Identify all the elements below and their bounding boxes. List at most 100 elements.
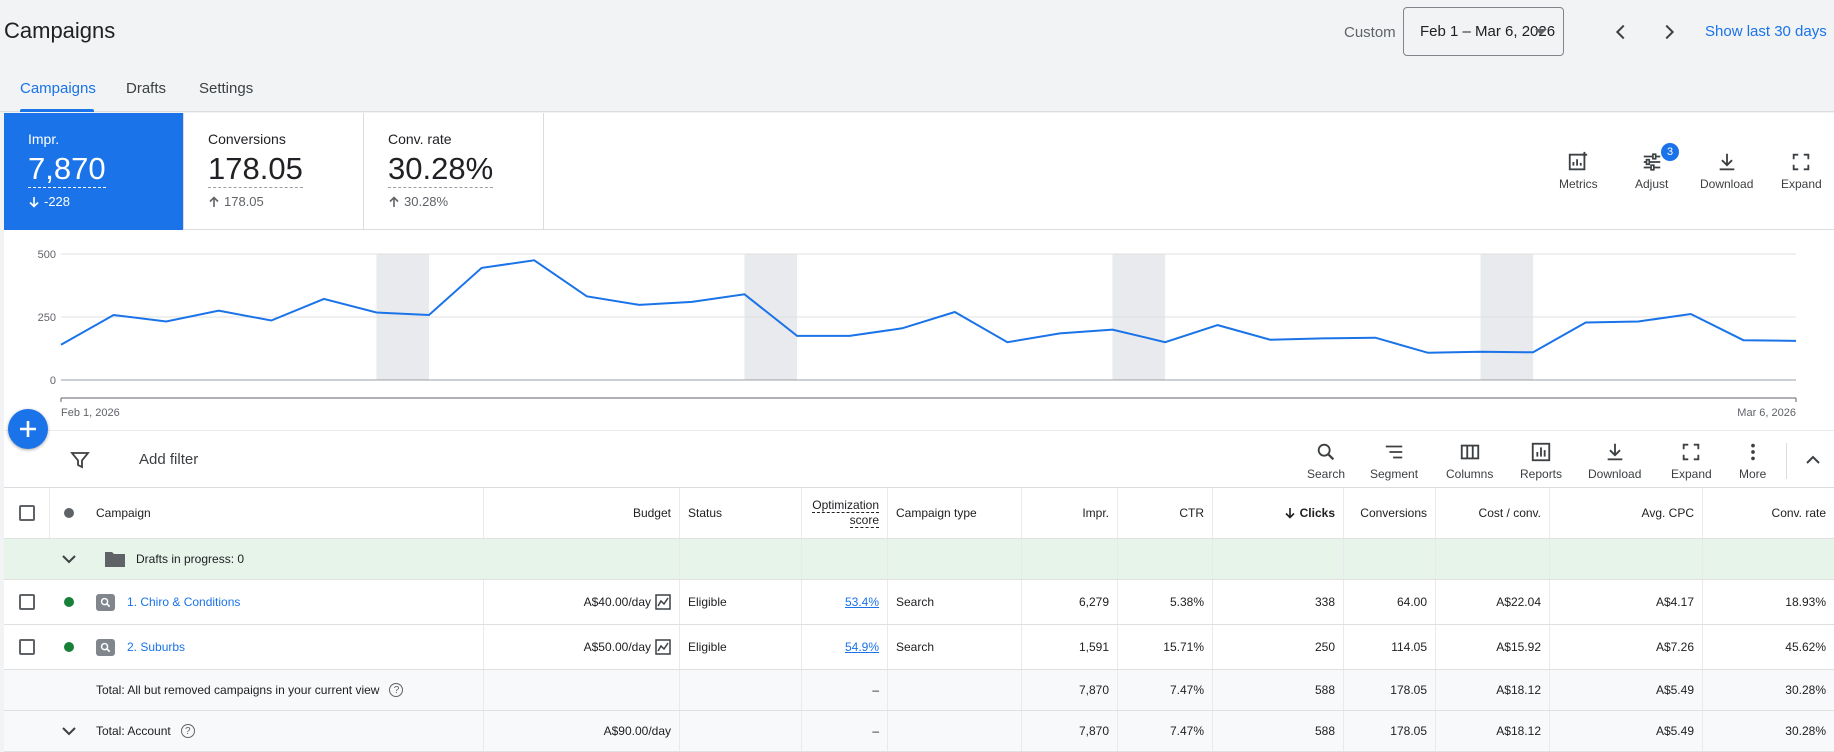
chart-download-button[interactable]: Download (1700, 151, 1753, 191)
reports-button[interactable]: Reports (1520, 441, 1562, 481)
tab-campaigns[interactable]: Campaigns (20, 80, 96, 97)
tool-label: Download (1700, 177, 1754, 191)
budget-chart-icon[interactable] (655, 639, 671, 655)
header-status[interactable]: Status (680, 488, 802, 538)
table-search-button[interactable]: Search (1307, 441, 1345, 481)
dropdown-caret-icon (1535, 29, 1547, 35)
metrics-button[interactable]: Metrics (1559, 151, 1598, 191)
row-checkbox[interactable] (19, 594, 35, 610)
tab-settings[interactable]: Settings (199, 80, 254, 97)
download-icon (1607, 443, 1623, 461)
data-point[interactable] (633, 299, 645, 311)
status-dot-header (50, 488, 88, 538)
segment-button[interactable]: Segment (1370, 441, 1418, 481)
data-point[interactable] (1317, 332, 1329, 344)
collapse-chevron-up-icon[interactable] (1804, 451, 1822, 469)
data-point[interactable] (1790, 335, 1802, 347)
more-button[interactable]: More (1739, 441, 1766, 481)
budget-chart-icon[interactable] (655, 594, 671, 610)
data-point[interactable] (1054, 327, 1066, 339)
next-period-button[interactable] (1655, 18, 1683, 46)
data-point[interactable] (1159, 336, 1171, 348)
data-point[interactable] (686, 296, 698, 308)
data-point[interactable] (1001, 336, 1013, 348)
header-budget[interactable]: Budget (484, 488, 680, 538)
scorecard-conv-rate[interactable]: Conv. rate 30.28% 30.28% (364, 113, 544, 230)
arrow-up-icon (389, 195, 399, 207)
columns-button[interactable]: Columns (1446, 441, 1493, 481)
data-point[interactable] (1475, 346, 1487, 358)
header-campaign-type[interactable]: Campaign type (888, 488, 1022, 538)
data-point[interactable] (318, 293, 330, 305)
data-point[interactable] (528, 254, 540, 266)
optimization-score-link[interactable]: 54.9% (844, 640, 879, 654)
chart-expand-button[interactable]: Expand (1781, 151, 1822, 191)
total-avg-cpc-cell: A$5.49 (1550, 670, 1703, 710)
data-point[interactable] (1422, 347, 1434, 359)
tool-label: Adjust (1635, 177, 1669, 191)
data-point[interactable] (55, 339, 67, 351)
header-avg-cpc[interactable]: Avg. CPC (1550, 488, 1703, 538)
header-cost-per-conv[interactable]: Cost / conv. (1436, 488, 1550, 538)
data-point[interactable] (1685, 308, 1697, 320)
table-download-button[interactable]: Download (1588, 441, 1641, 481)
data-point[interactable] (476, 262, 488, 274)
date-range-select[interactable]: Feb 1 – Mar 6, 2026 (1403, 7, 1564, 56)
chevron-down-icon[interactable] (60, 722, 78, 740)
x-axis-end-label: Mar 6, 2026 (1737, 407, 1796, 419)
tab-drafts[interactable]: Drafts (126, 80, 167, 97)
header-clicks[interactable]: Clicks (1213, 488, 1344, 538)
drafts-row[interactable]: Drafts in progress: 0 (4, 539, 1834, 580)
campaign-name-link[interactable]: 1. Chiro & Conditions (127, 595, 241, 609)
data-point[interactable] (581, 290, 593, 302)
header-conversions[interactable]: Conversions (1344, 488, 1436, 538)
data-point[interactable] (844, 330, 856, 342)
row-checkbox[interactable] (19, 639, 35, 655)
header-optimization-score[interactable]: Optimization score (802, 488, 888, 538)
header-ctr[interactable]: CTR (1118, 488, 1213, 538)
data-point[interactable] (265, 315, 277, 327)
status-enabled-dot[interactable] (64, 642, 74, 652)
header-conv-rate[interactable]: Conv. rate (1771, 506, 1826, 520)
chevron-down-icon[interactable] (60, 550, 78, 568)
data-point[interactable] (1212, 319, 1224, 331)
campaign-name-link[interactable]: 2. Suburbs (127, 640, 186, 654)
data-point[interactable] (738, 288, 750, 300)
adjust-button[interactable]: 3 Adjust (1635, 143, 1679, 191)
data-point[interactable] (1580, 317, 1592, 329)
select-all-cell (4, 488, 50, 538)
data-point[interactable] (423, 309, 435, 321)
scorecard-impressions[interactable]: Impr. 7,870 -228 (4, 113, 184, 230)
data-point[interactable] (213, 305, 225, 317)
impr-cell: 1,591 (1022, 625, 1118, 669)
help-icon[interactable]: ? (389, 683, 404, 697)
data-point[interactable] (1107, 324, 1119, 336)
help-icon[interactable]: ? (180, 724, 195, 738)
filter-icon[interactable] (70, 450, 90, 470)
data-point[interactable] (1369, 332, 1381, 344)
data-point[interactable] (1527, 346, 1539, 358)
previous-period-button[interactable] (1607, 18, 1635, 46)
new-campaign-button[interactable] (8, 409, 48, 449)
data-point[interactable] (949, 306, 961, 318)
data-point[interactable] (1737, 334, 1749, 346)
header-impr[interactable]: Impr. (1022, 488, 1118, 538)
drafts-empty-cell (802, 539, 888, 579)
add-filter-button[interactable]: Add filter (139, 451, 199, 468)
select-all-checkbox[interactable] (18, 505, 35, 521)
header-campaign[interactable]: Campaign (88, 488, 484, 538)
data-point[interactable] (896, 322, 908, 334)
total-avg-cpc-cell: A$5.49 (1550, 711, 1703, 751)
show-last-30-days-link[interactable]: Show last 30 days (1705, 23, 1827, 40)
data-point[interactable] (791, 330, 803, 342)
status-enabled-dot[interactable] (64, 597, 74, 607)
scorecard-conversions[interactable]: Conversions 178.05 178.05 (184, 113, 364, 230)
data-point[interactable] (108, 309, 120, 321)
optimization-score-link[interactable]: 53.4% (844, 595, 879, 609)
data-point[interactable] (1264, 334, 1276, 346)
data-point[interactable] (160, 316, 172, 328)
data-point[interactable] (370, 306, 382, 318)
data-point[interactable] (1632, 316, 1644, 328)
table-expand-button[interactable]: Expand (1671, 441, 1712, 481)
status-filter-icon[interactable] (64, 508, 74, 518)
